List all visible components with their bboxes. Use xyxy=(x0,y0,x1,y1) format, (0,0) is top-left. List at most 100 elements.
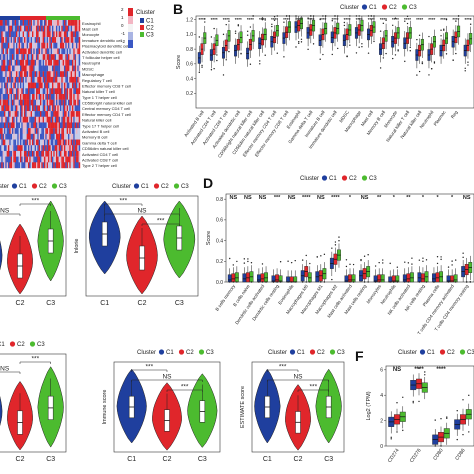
heatmap-cell xyxy=(54,139,57,146)
heatmap-cell xyxy=(13,31,15,38)
heatmap-cell xyxy=(0,31,2,38)
heatmap-cell xyxy=(52,122,54,129)
panel-b-outlier xyxy=(259,60,261,62)
heatmap-cell xyxy=(16,128,18,135)
heatmap-cell xyxy=(72,42,74,49)
heatmap-cell xyxy=(36,133,38,140)
heatmap-cell xyxy=(26,150,29,157)
heatmap-cell xyxy=(32,76,34,83)
heatmap-cell xyxy=(6,105,9,112)
panel-d-outlier xyxy=(407,262,410,264)
panel-b-outlier xyxy=(418,34,421,36)
heatmap-row-label: Type 17 T helper cell xyxy=(82,123,119,128)
heatmap-cell xyxy=(18,94,21,100)
violin-r2-b-xlabel-C2: C2 xyxy=(163,456,172,463)
heatmap-cell xyxy=(13,54,15,61)
heatmap-cell xyxy=(65,20,67,26)
heatmap-cell xyxy=(33,42,35,49)
heatmap-cell xyxy=(64,31,66,38)
heatmap-cell xyxy=(33,111,35,117)
heatmap-cell xyxy=(0,59,2,66)
panel-b-sig: **** xyxy=(283,17,290,22)
heatmap-cell xyxy=(50,150,53,157)
heatmap-cell xyxy=(64,145,66,152)
panel-b-outlier xyxy=(349,44,351,46)
heatmap-cell xyxy=(57,156,59,163)
heatmap-cell xyxy=(8,122,10,129)
heatmap-cell xyxy=(61,111,63,117)
panel-b-sig: **** xyxy=(392,17,399,22)
heatmap-cell xyxy=(68,76,70,83)
heatmap-cell xyxy=(32,88,34,95)
heatmap-cell xyxy=(53,145,55,152)
heatmap-cell xyxy=(0,25,2,32)
heatmap-cell xyxy=(69,145,71,152)
heatmap-cell xyxy=(72,48,74,55)
heatmap-cell xyxy=(13,105,15,112)
heatmap-cell xyxy=(5,156,7,163)
panel-d-outlier xyxy=(349,263,351,266)
heatmap-cell xyxy=(26,82,29,89)
heatmap-cell xyxy=(62,37,65,43)
panel-f-legend-title: Cluster xyxy=(398,350,417,356)
heatmap-cell xyxy=(40,20,42,26)
heatmap-cell xyxy=(9,145,11,152)
heatmap-cell xyxy=(62,139,65,146)
panel-f-outlier xyxy=(402,429,404,432)
heatmap-cell xyxy=(26,54,29,61)
panel-b-legend-title: Cluster xyxy=(340,5,359,11)
heatmap-cell xyxy=(24,37,26,43)
heatmap-cell xyxy=(58,71,61,78)
panel-d-outlier xyxy=(272,281,275,283)
violin-r2-a-legend-swatch-C2 xyxy=(9,341,16,347)
heatmap-cell xyxy=(4,156,6,163)
heatmap-cell xyxy=(26,111,29,117)
violin-r1-a-legend-label-C2: C2 xyxy=(39,184,47,190)
heatmap-row-label: Natural killer T cell xyxy=(82,89,115,94)
heatmap-cell xyxy=(32,59,34,66)
heatmap-cell xyxy=(40,150,42,157)
heatmap-cell xyxy=(69,88,71,95)
heatmap-cell xyxy=(36,59,38,66)
heatmap-cell xyxy=(60,162,62,169)
heatmap-cell xyxy=(5,139,7,146)
heatmap-cell xyxy=(60,156,62,163)
heatmap-cell xyxy=(5,37,7,43)
heatmap-cell xyxy=(57,162,59,169)
heatmap-cell xyxy=(13,122,15,129)
heatmap-cell xyxy=(20,25,22,32)
heatmap-cell xyxy=(49,116,51,123)
heatmap-row-label: Gamma delta T cell xyxy=(82,140,117,145)
heatmap-cell xyxy=(61,88,63,95)
heatmap-cell xyxy=(76,37,78,43)
panel-b-outlier xyxy=(421,62,424,65)
heatmap-cell xyxy=(66,116,69,123)
heatmap-cell xyxy=(78,105,81,112)
heatmap-cell xyxy=(9,71,11,78)
panel-d-box xyxy=(227,274,232,283)
heatmap-cell xyxy=(62,122,65,129)
heatmap-cell xyxy=(12,99,14,106)
heatmap-cell xyxy=(45,20,47,26)
heatmap-cell xyxy=(54,116,57,123)
heatmap-cell xyxy=(56,20,58,26)
heatmap-cell xyxy=(78,139,81,146)
heatmap-cell xyxy=(49,31,51,38)
heatmap-cell xyxy=(4,82,6,89)
heatmap-cell xyxy=(52,71,54,78)
heatmap-cell xyxy=(56,116,58,123)
heatmap-cell xyxy=(37,128,39,135)
heatmap-cell xyxy=(70,37,73,43)
panel-b-outlier xyxy=(445,18,448,21)
heatmap-cell xyxy=(34,128,37,135)
heatmap-cell xyxy=(54,162,57,169)
panel-f-outlier xyxy=(434,445,436,447)
panel-d-outlier xyxy=(320,281,322,283)
heatmap-cell xyxy=(44,128,46,135)
heatmap-cell xyxy=(0,139,2,146)
heatmap-cell xyxy=(78,42,81,49)
heatmap-cell xyxy=(6,37,9,43)
panel-f-outlier xyxy=(462,433,464,436)
heatmap-cell xyxy=(30,111,33,117)
